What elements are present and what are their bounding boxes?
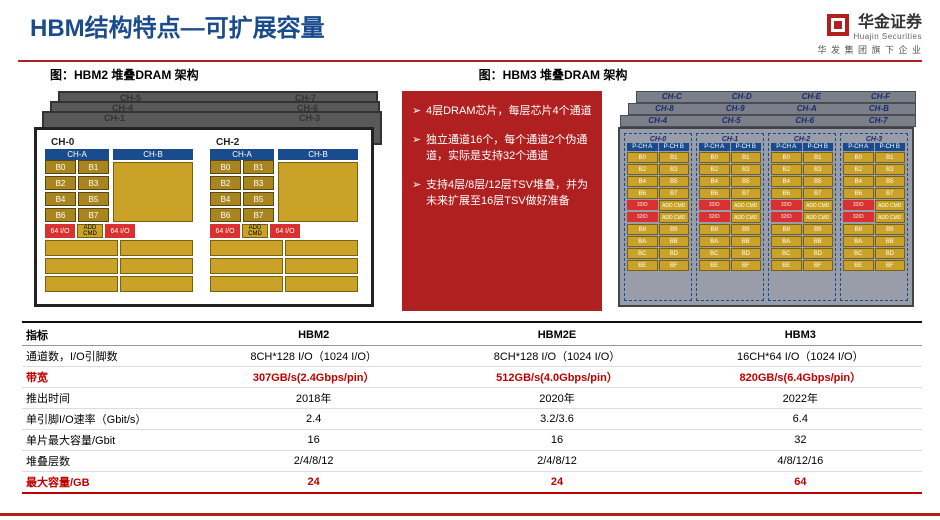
hbm2-diagram: CH-5CH-7CH-4CH-6CH-1CH-3CH-0CH-AB0B1B2B3…	[22, 91, 392, 311]
page-title: HBM结构特点—可扩展容量	[30, 8, 325, 43]
logo-name: 华金证券	[853, 8, 922, 32]
logo-tagline: 华 发 集 团 旗 下 企 业	[817, 43, 922, 56]
logo-sub: Huajin Securities	[853, 32, 922, 41]
bullet-item: 4层DRAM芯片，每层芯片4个通道	[412, 103, 592, 120]
hbm3-diagram: CH-CCH-DCH-ECH-FCH-8CH-9CH-ACH-BCH-4CH-5…	[612, 91, 922, 311]
logo: 华金证券 Huajin Securities 华 发 集 团 旗 下 企 业	[817, 8, 922, 56]
bullet-item: 支持4层/8层/12层TSV堆叠，并为未来扩展至16层TSV做好准备	[412, 177, 592, 210]
spec-table: 指标HBM2HBM2EHBM3通道数，I/O引脚数8CH*128 I/O（102…	[22, 325, 922, 494]
logo-icon	[827, 14, 849, 36]
bullet-item: 独立通道16个，每个通道2个伪通道，实际是支持32个通道	[412, 132, 592, 165]
caption-hbm3: 图：HBM3 堆叠DRAM 架构	[479, 66, 628, 83]
feature-bullets: 4层DRAM芯片，每层芯片4个通道独立通道16个，每个通道2个伪通道，实际是支持…	[402, 91, 602, 311]
footer-rule	[0, 513, 940, 516]
table-top-rule	[22, 321, 922, 323]
caption-hbm2: 图：HBM2 堆叠DRAM 架构	[50, 66, 199, 83]
